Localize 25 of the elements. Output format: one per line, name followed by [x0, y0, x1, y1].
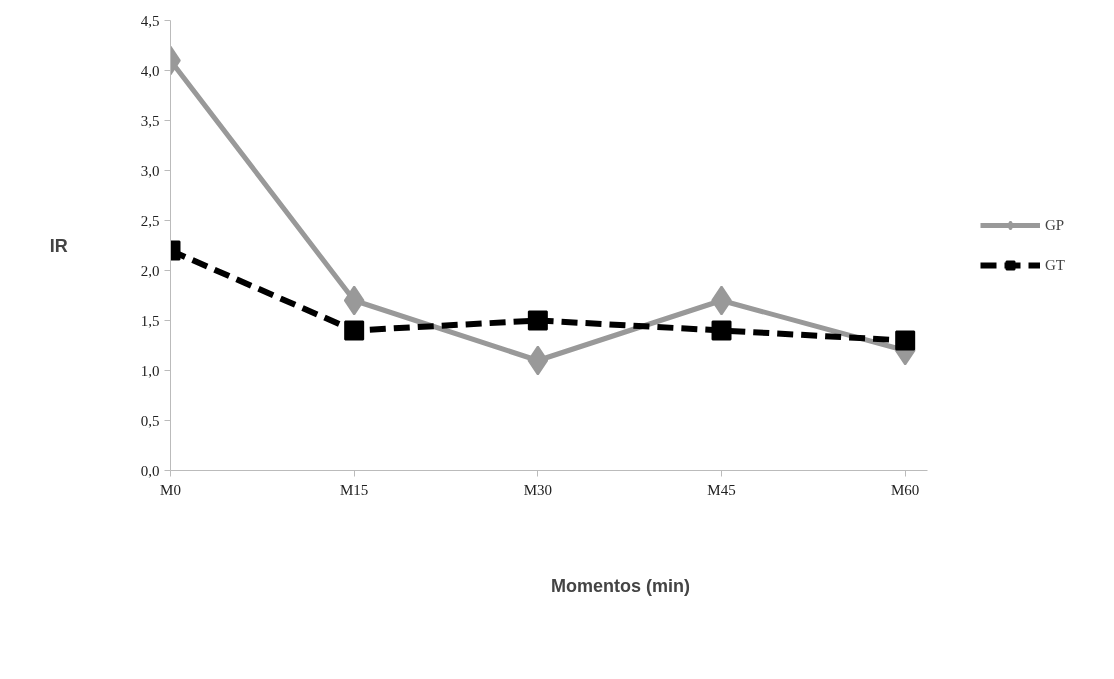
- point: [527, 310, 548, 331]
- y-tick-label: 1,0: [140, 362, 160, 379]
- point: [527, 345, 549, 376]
- x-tick-label: M0: [160, 481, 181, 498]
- y-tick-label: 2,5: [140, 212, 160, 229]
- y-tick-label: 0,5: [140, 412, 160, 429]
- y-tick-label: 0,0: [140, 462, 160, 479]
- y-tick-label: 4,5: [140, 12, 160, 29]
- y-tick-label: 3,5: [140, 112, 160, 129]
- point: [711, 320, 732, 341]
- point: [343, 285, 365, 316]
- x-tick-label: M15: [340, 481, 369, 498]
- y-tick-label: 3,0: [140, 162, 160, 179]
- y-tick-label: 1,5: [140, 312, 160, 329]
- point: [344, 320, 365, 341]
- y-tick-label: 2,0: [140, 262, 160, 279]
- x-tick-label: M45: [707, 481, 736, 498]
- point: [895, 330, 916, 351]
- x-axis-title: Momentos (min): [551, 575, 690, 596]
- legend-label: GT: [1045, 256, 1065, 274]
- x-tick-label: M60: [891, 481, 920, 498]
- legend-label: GP: [1045, 216, 1065, 234]
- x-tick-label: M30: [523, 481, 553, 498]
- y-axis-title: IR: [49, 235, 68, 256]
- y-tick-label: 4,0: [140, 62, 160, 79]
